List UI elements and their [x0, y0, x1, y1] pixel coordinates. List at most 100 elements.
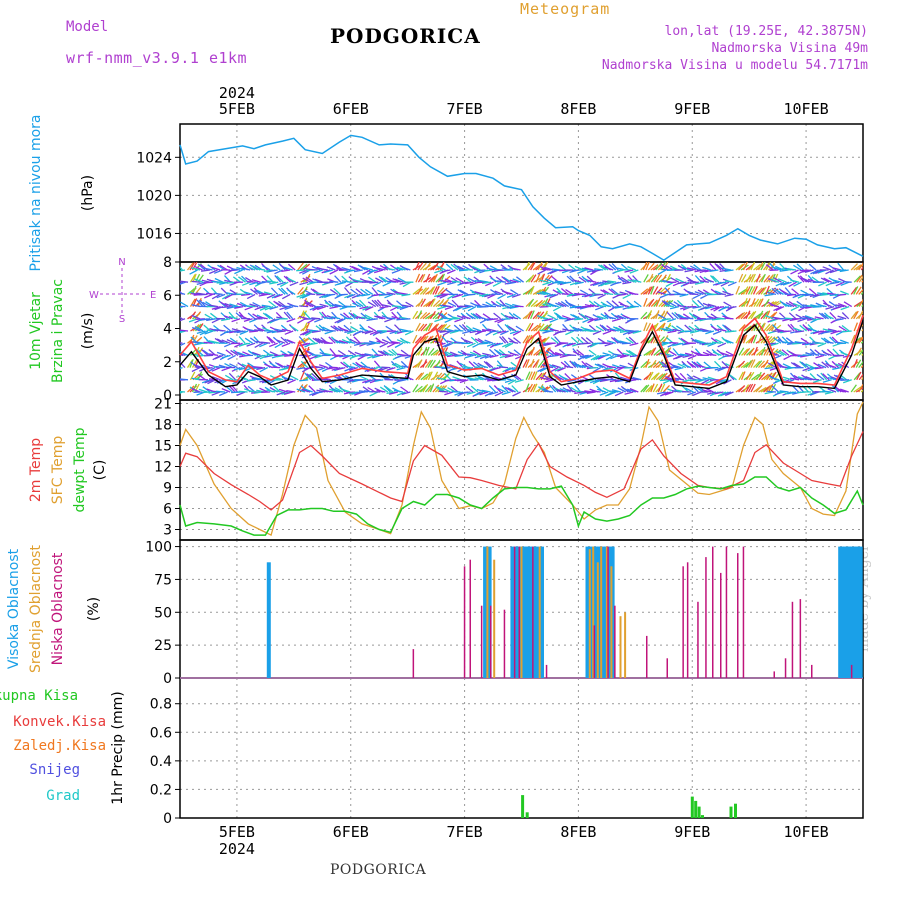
high-cloud-bar [585, 546, 590, 678]
wind-vector [433, 340, 444, 344]
wind-vector [412, 288, 421, 295]
wind-vector [329, 269, 339, 275]
wind-vector [537, 367, 546, 373]
wind-vector [549, 367, 559, 373]
wind-vector [745, 298, 751, 307]
wind-vector [200, 348, 209, 356]
wind-vector [551, 364, 561, 369]
wind-vector [528, 371, 533, 381]
wind-vector [822, 373, 830, 381]
wind-vector [512, 391, 521, 397]
wind-vector [709, 262, 717, 271]
wind-vector [284, 330, 294, 335]
wind-vector [716, 349, 725, 356]
wind-vector [254, 342, 263, 348]
wind-vector [781, 349, 790, 356]
wind-vector [348, 312, 356, 320]
wind-vector [388, 349, 397, 356]
wind-vector [444, 305, 454, 311]
model-label: Model [66, 19, 109, 35]
wind-vector [707, 303, 717, 308]
wind-vector [224, 279, 234, 283]
wind-vector [702, 302, 712, 308]
wind-vector [803, 325, 812, 332]
wind-vector [300, 360, 309, 369]
wind-vector [688, 362, 697, 369]
wind-vector [369, 391, 379, 397]
wind-vector [499, 336, 507, 344]
wind-vector [591, 269, 601, 273]
wind-vector [420, 298, 426, 307]
wind-vector [525, 371, 531, 381]
wind-vector [745, 273, 752, 283]
wind-vector [371, 348, 379, 356]
wind-vector [311, 354, 321, 357]
wind-vector [760, 311, 768, 320]
wind-vector [489, 391, 499, 396]
precip-bar [697, 806, 701, 818]
wind-vector [491, 366, 501, 371]
wind-vector [645, 371, 652, 381]
wind-vector [289, 304, 299, 308]
wind-vector [389, 279, 399, 283]
wind-vector [216, 351, 226, 357]
wind-vector [810, 352, 820, 357]
wind-vector [394, 278, 404, 283]
wind-vector [484, 339, 494, 344]
wind-vector [797, 341, 807, 344]
wind-vector [454, 264, 464, 271]
wind-vector [479, 342, 489, 345]
wind-vector [788, 281, 797, 288]
wind-vector [180, 301, 189, 308]
wind-vector [259, 354, 269, 360]
wind-vector [504, 302, 514, 308]
wind-vector [488, 385, 496, 393]
cloud-axis-title-1: Visoka Oblacnost [6, 548, 22, 669]
wind-vector [856, 371, 862, 381]
wind-vector [279, 264, 289, 271]
wind-vector [268, 269, 278, 273]
low-cloud-bar [712, 546, 714, 678]
wind-vector [839, 388, 849, 393]
wind-vector [432, 384, 440, 393]
wind-vector [211, 367, 221, 372]
wind-vector [817, 292, 827, 296]
wind-vector [425, 313, 434, 320]
wind-vector [414, 385, 423, 393]
wind-vector [234, 305, 244, 309]
high-cloud-bar [845, 546, 850, 678]
wind-vector [827, 292, 837, 296]
wind-vector [760, 335, 768, 344]
wind-vector [657, 291, 666, 296]
wind-vector [346, 269, 356, 273]
wind-vector [348, 391, 358, 395]
wind-vector [299, 281, 309, 286]
wind-vector [401, 354, 411, 357]
wind-vector [679, 372, 687, 381]
wind-vector [339, 339, 348, 344]
wind-vector [241, 293, 251, 297]
wind-vector [842, 281, 852, 283]
wind-vector [767, 383, 774, 393]
wind-vector [331, 366, 341, 371]
y-tick-label: 0 [163, 671, 172, 687]
wind-vector [748, 371, 755, 381]
high-cloud-bar [842, 546, 847, 678]
wind-vector [415, 273, 421, 283]
wind-vector [396, 366, 406, 371]
wind-vector [196, 354, 206, 357]
wind-vector [793, 362, 802, 369]
wind-vector [677, 363, 687, 369]
wind-vector [180, 391, 183, 394]
wind-vector [417, 346, 423, 356]
wind-vector [616, 348, 625, 356]
wind-vector [735, 312, 744, 320]
wind-vector [751, 373, 760, 381]
wind-vector [269, 305, 279, 310]
wind-vector [832, 279, 842, 283]
wind-vector [180, 281, 184, 285]
wind-vector [422, 346, 428, 356]
wind-vector [702, 389, 712, 393]
wind-vector [632, 279, 642, 283]
high-cloud-bar [596, 546, 601, 678]
